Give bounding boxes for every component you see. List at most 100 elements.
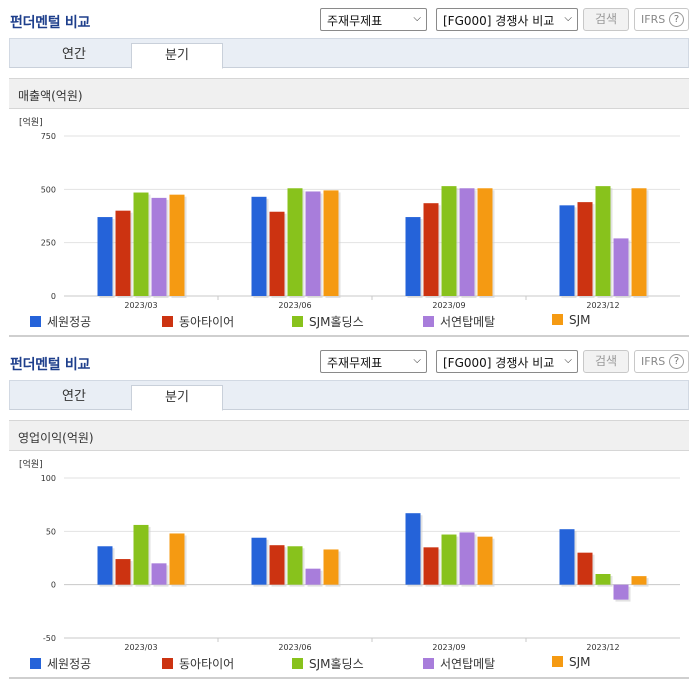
bar bbox=[631, 188, 647, 296]
y-unit-label: [억원] bbox=[19, 458, 43, 470]
bar bbox=[97, 217, 113, 296]
legend-label: SJM bbox=[569, 655, 591, 669]
bar bbox=[477, 188, 493, 296]
bar bbox=[613, 238, 629, 296]
ifrs-help-button[interactable]: IFRS ? bbox=[634, 8, 689, 31]
bar bbox=[269, 211, 285, 296]
y-tick-label: 50 bbox=[46, 527, 56, 536]
chevron-down-icon: ⌵ bbox=[564, 355, 572, 366]
chart-title: 영업이익(억원) bbox=[9, 420, 689, 451]
bar bbox=[251, 537, 267, 585]
bar bbox=[613, 584, 629, 600]
bar-chart: [억원] -50 0 50 100 2023/03 2023/06 2023/09 2023/1… bbox=[19, 458, 680, 652]
bar bbox=[115, 559, 131, 585]
chevron-down-icon: ⌵ bbox=[413, 13, 421, 24]
bar bbox=[305, 191, 321, 296]
statement-select-value: 주재무제표 bbox=[327, 14, 383, 28]
bar bbox=[97, 546, 113, 585]
x-tick-label: 2023/03 bbox=[124, 301, 157, 310]
statement-select[interactable]: 주재무제표 ⌵ bbox=[320, 350, 427, 373]
legend-item[interactable]: 서연탑메탈 bbox=[423, 655, 495, 672]
divider bbox=[9, 335, 689, 337]
legend-item[interactable]: 서연탑메탈 bbox=[423, 313, 495, 330]
bar bbox=[269, 545, 285, 585]
bar bbox=[133, 524, 149, 585]
compare-select[interactable]: [FG000] 경쟁사 비교 ⌵ bbox=[436, 8, 578, 31]
legend-item[interactable]: 세원정공 bbox=[30, 313, 91, 330]
bar bbox=[251, 196, 267, 296]
legend-item[interactable]: SJM bbox=[552, 313, 591, 327]
bar bbox=[441, 186, 457, 296]
legend-swatch bbox=[292, 316, 303, 327]
legend-item[interactable]: 동아타이어 bbox=[162, 655, 234, 672]
legend-label: SJM홀딩스 bbox=[309, 315, 364, 329]
search-button[interactable]: 검색 bbox=[583, 350, 629, 373]
bar bbox=[595, 574, 611, 585]
bar bbox=[441, 534, 457, 585]
search-button[interactable]: 검색 bbox=[583, 8, 629, 31]
panel-header: 펀더멘털 비교 주재무제표 ⌵ [FG000] 경쟁사 비교 ⌵ 검색 IFRS… bbox=[0, 342, 696, 380]
legend-label: 세원정공 bbox=[47, 315, 92, 329]
tab-quarterly[interactable]: 분기 bbox=[131, 385, 223, 411]
divider bbox=[9, 677, 689, 679]
panel-header: 펀더멘털 비교 주재무제표 ⌵ [FG000] 경쟁사 비교 ⌵ 검색 IFRS… bbox=[0, 0, 696, 38]
ifrs-label: IFRS bbox=[641, 13, 666, 26]
legend-label: 동아타이어 bbox=[179, 657, 235, 671]
panel-title: 펀더멘털 비교 bbox=[10, 357, 91, 373]
legend-label: 서연탑메탈 bbox=[440, 657, 496, 671]
help-icon: ? bbox=[669, 354, 684, 369]
bar bbox=[151, 197, 167, 296]
bar bbox=[133, 192, 149, 296]
bar bbox=[169, 194, 185, 296]
legend-item[interactable]: 세원정공 bbox=[30, 655, 91, 672]
tab-quarterly[interactable]: 분기 bbox=[131, 43, 223, 69]
statement-select[interactable]: 주재무제표 ⌵ bbox=[320, 8, 427, 31]
panel-title: 펀더멘털 비교 bbox=[10, 15, 91, 31]
bar bbox=[595, 186, 611, 296]
chart-title: 매출액(억원) bbox=[9, 78, 689, 109]
y-tick-label: 500 bbox=[41, 185, 56, 194]
x-tick-label: 2023/12 bbox=[586, 301, 619, 310]
y-tick-label: 750 bbox=[41, 132, 56, 141]
legend-swatch bbox=[30, 316, 41, 327]
bar-chart: [억원] 0 250 500 750 2023/03 2023/06 2023/09 2023/… bbox=[19, 116, 680, 310]
y-unit-label: [억원] bbox=[19, 116, 43, 128]
bar bbox=[405, 513, 421, 585]
y-tick-label: 0 bbox=[51, 581, 56, 590]
x-tick-label: 2023/03 bbox=[124, 643, 157, 652]
legend-label: 동아타이어 bbox=[179, 315, 235, 329]
legend-swatch bbox=[30, 658, 41, 669]
chart-legend: 세원정공 동아타이어 SJM홀딩스 서연탑메탈 SJM bbox=[0, 653, 696, 673]
bar bbox=[631, 576, 647, 585]
chart-legend: 세원정공 동아타이어 SJM홀딩스 서연탑메탈 SJM bbox=[0, 311, 696, 331]
y-tick-label: 250 bbox=[41, 239, 56, 248]
help-icon: ? bbox=[669, 12, 684, 27]
legend-swatch bbox=[292, 658, 303, 669]
bar bbox=[459, 532, 475, 585]
legend-item[interactable]: SJM홀딩스 bbox=[292, 655, 364, 672]
legend-item[interactable]: SJM홀딩스 bbox=[292, 313, 364, 330]
legend-swatch bbox=[552, 314, 563, 325]
bar bbox=[323, 190, 339, 296]
legend-label: SJM bbox=[569, 313, 591, 327]
legend-label: SJM홀딩스 bbox=[309, 657, 364, 671]
legend-item[interactable]: SJM bbox=[552, 655, 591, 669]
legend-swatch bbox=[162, 658, 173, 669]
bar bbox=[423, 203, 439, 296]
y-tick-label: 100 bbox=[41, 474, 56, 483]
legend-item[interactable]: 동아타이어 bbox=[162, 313, 234, 330]
legend-swatch bbox=[162, 316, 173, 327]
compare-select[interactable]: [FG000] 경쟁사 비교 ⌵ bbox=[436, 350, 578, 373]
tab-annual[interactable]: 연간 bbox=[62, 389, 86, 404]
bar bbox=[405, 217, 421, 296]
chevron-down-icon: ⌵ bbox=[413, 355, 421, 366]
period-tabs: 연간 분기 bbox=[9, 380, 689, 411]
bar bbox=[169, 533, 185, 585]
bar bbox=[287, 188, 303, 296]
bar bbox=[577, 552, 593, 585]
ifrs-help-button[interactable]: IFRS ? bbox=[634, 350, 689, 373]
legend-swatch bbox=[423, 658, 434, 669]
tab-annual[interactable]: 연간 bbox=[62, 47, 86, 62]
bar bbox=[577, 202, 593, 296]
compare-select-value: [FG000] 경쟁사 비교 bbox=[443, 14, 555, 28]
